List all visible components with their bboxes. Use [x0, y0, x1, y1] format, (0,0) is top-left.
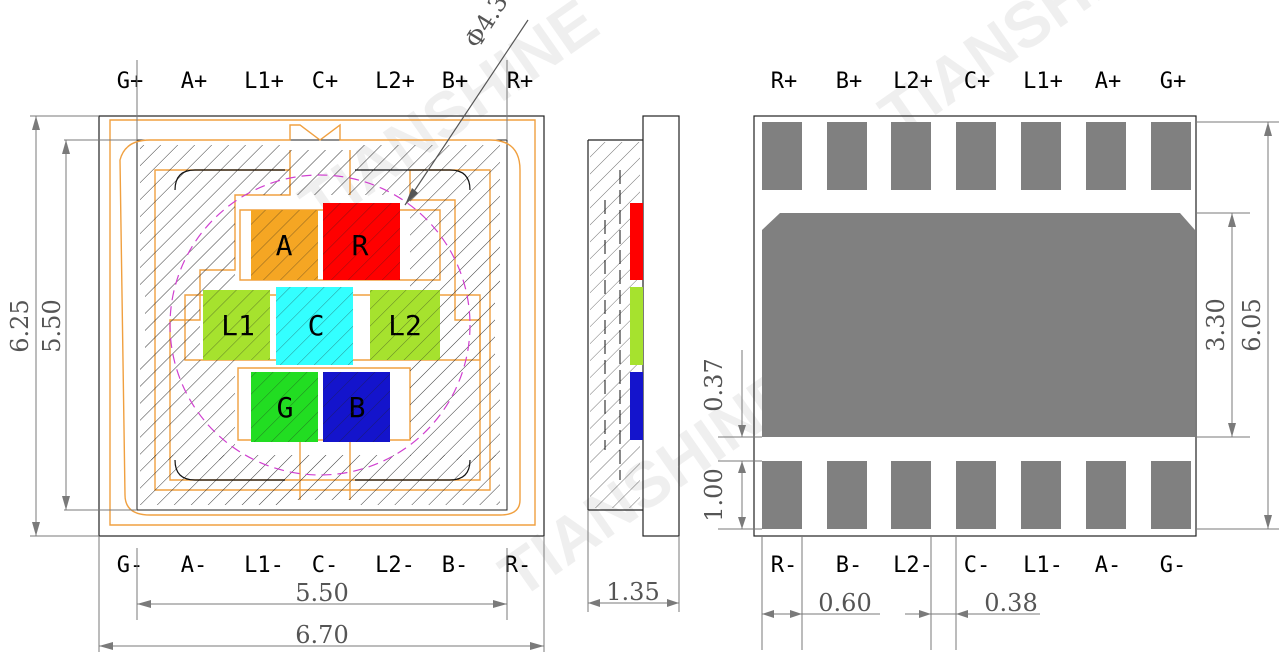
pin-label: L1-	[1023, 553, 1063, 578]
svg-text:3.30: 3.30	[1202, 298, 1230, 351]
side-view: 1.35	[587, 115, 680, 612]
svg-text:6.05: 6.05	[1238, 298, 1266, 351]
svg-text:6.70: 6.70	[295, 621, 348, 649]
side-chip-green	[630, 287, 643, 365]
pin-label: R-	[771, 553, 798, 578]
thickness-dimension: 1.35	[587, 510, 680, 612]
bottom-outline	[753, 115, 1197, 537]
svg-text:1.00: 1.00	[700, 468, 728, 521]
pin-label: G+	[117, 69, 144, 94]
pin-label: L2+	[375, 69, 415, 94]
svg-text:0.37: 0.37	[700, 358, 728, 411]
top-view-pins-bottom: G- A- L1- C- L2- B- R-	[117, 553, 532, 578]
package-outline	[98, 115, 545, 537]
pin-label: C-	[964, 553, 991, 578]
pin-label: A-	[1095, 553, 1122, 578]
pin-label: L2+	[893, 69, 933, 94]
bottom-view: R+ B+ L2+ C+ L1+ A+ G+ R- B- L2- C- L1- …	[700, 69, 1279, 650]
center-pad	[762, 213, 1195, 437]
svg-text:0.60: 0.60	[818, 589, 871, 617]
top-view-pins-top: G+ A+ L1+ C+ L2+ B+ R+	[117, 69, 534, 94]
pin-label: A+	[181, 69, 208, 94]
pin-label: G-	[1160, 553, 1187, 578]
pin-label: C-	[312, 553, 339, 578]
pin-label: R-	[505, 553, 532, 578]
pin-label: B+	[442, 69, 469, 94]
bottom-view-pins-bottom: R- B- L2- C- L1- A- G-	[771, 553, 1187, 578]
width-dimensions: 5.50 6.70	[98, 536, 545, 652]
height-dimensions: 6.25 5.50	[6, 115, 137, 537]
pin-label: L1-	[244, 553, 284, 578]
pin-label: B-	[442, 553, 469, 578]
pin-label: A+	[1095, 69, 1122, 94]
pin-label: R+	[771, 69, 798, 94]
pad-gap-dimensions: 0.37 1.00	[700, 350, 762, 530]
pin-label: L1+	[1023, 69, 1063, 94]
pin-label: B-	[836, 553, 863, 578]
svg-text:5.50: 5.50	[38, 299, 66, 352]
inner-outline	[136, 139, 508, 511]
phi-circle	[169, 174, 471, 476]
pin-label: B+	[836, 69, 863, 94]
top-view: A R L1 C L2 G B	[6, 0, 545, 652]
bottom-pads	[762, 461, 1191, 529]
pin-label: L2-	[893, 553, 933, 578]
pin-label: C+	[964, 69, 991, 94]
svg-text:6.25: 6.25	[6, 299, 34, 352]
top-pads	[762, 122, 1191, 190]
svg-text:5.50: 5.50	[295, 579, 348, 607]
pin-label: L1+	[244, 69, 284, 94]
pin-label: L2-	[375, 553, 415, 578]
pin-label: C+	[312, 69, 339, 94]
pin-label: A-	[181, 553, 208, 578]
side-chip-blue	[630, 372, 643, 440]
svg-text:1.35: 1.35	[606, 578, 659, 606]
pad-width-dimensions: 0.60 0.38	[761, 536, 1040, 650]
svg-text:0.38: 0.38	[984, 589, 1037, 617]
pin-label: G+	[1160, 69, 1187, 94]
pin-label: G-	[117, 553, 144, 578]
side-chip-red	[630, 203, 643, 280]
bottom-view-pins-top: R+ B+ L2+ C+ L1+ A+ G+	[771, 69, 1187, 94]
right-height-dimensions: 3.30 6.05	[1195, 121, 1279, 530]
hatched-regions	[140, 145, 500, 505]
pin-label: R+	[507, 69, 534, 94]
